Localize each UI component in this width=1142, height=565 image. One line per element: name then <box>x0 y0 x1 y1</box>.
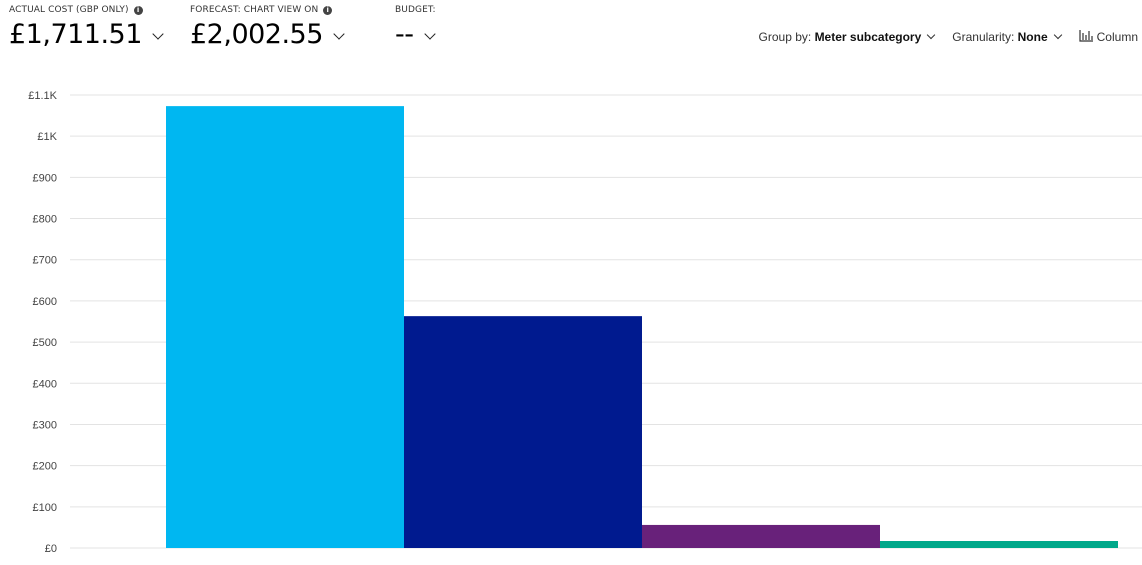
forecast-dropdown[interactable]: £2,002.55 <box>190 19 345 50</box>
chevron-down-icon <box>927 30 936 40</box>
group-by-dropdown[interactable]: Group by: Meter subcategory <box>758 30 936 44</box>
granularity-dropdown[interactable]: Granularity: None <box>952 30 1062 44</box>
y-tick-label: £700 <box>33 255 57 267</box>
y-tick-label: £0 <box>45 543 57 555</box>
budget-kpi: BUDGET: -- <box>395 4 436 50</box>
bar[interactable] <box>404 316 642 548</box>
actual-cost-dropdown[interactable]: £1,711.51 <box>9 19 164 50</box>
chevron-down-icon <box>423 27 436 40</box>
y-tick-label: £600 <box>33 296 57 308</box>
column-chart-icon <box>1079 30 1093 42</box>
y-tick-label: £800 <box>33 214 57 226</box>
budget-label: BUDGET: <box>395 5 436 15</box>
bar[interactable] <box>642 524 880 548</box>
actual-cost-label: ACTUAL COST (GBP ONLY) <box>9 5 129 15</box>
y-tick-label: £100 <box>33 502 57 514</box>
info-icon[interactable]: i <box>323 5 333 15</box>
forecast-kpi: FORECAST: CHART VIEW ON i £2,002.55 <box>190 4 345 50</box>
chevron-down-icon <box>1053 30 1062 40</box>
info-icon[interactable]: i <box>133 5 143 15</box>
chevron-down-icon <box>152 27 164 40</box>
y-tick-label: £500 <box>33 337 57 349</box>
y-tick-label: £1K <box>37 131 57 143</box>
chart-toolbar: Group by: Meter subcategory Granularity:… <box>759 30 1138 44</box>
cost-column-chart: £0 £100 £200 £300 £400 £500 £600 £700 £800 £900 £1… <box>28 90 1142 555</box>
actual-cost-value: £1,711.51 <box>9 19 142 50</box>
budget-value: -- <box>395 19 414 50</box>
bar[interactable] <box>166 106 404 549</box>
y-tick-label: £200 <box>33 461 57 473</box>
group-by-label: Group by: <box>758 30 812 44</box>
chevron-down-icon <box>333 27 345 40</box>
actual-cost-kpi: ACTUAL COST (GBP ONLY) i £1,711.51 <box>9 4 164 50</box>
group-by-value: Meter subcategory <box>814 30 922 44</box>
bar[interactable] <box>880 540 1118 548</box>
forecast-value: £2,002.55 <box>190 19 323 50</box>
granularity-label: Granularity: <box>952 30 1015 44</box>
y-tick-label: £400 <box>33 378 57 390</box>
budget-dropdown[interactable]: -- <box>395 19 436 50</box>
forecast-label: FORECAST: CHART VIEW ON <box>190 5 319 15</box>
granularity-value: None <box>1017 30 1048 44</box>
y-tick-label: £300 <box>33 419 57 431</box>
chart-type-label: Column <box>1096 30 1138 44</box>
y-tick-label: £900 <box>33 172 57 184</box>
y-tick-label: £1.1K <box>28 90 57 102</box>
chart-type-dropdown[interactable]: Column <box>1079 30 1138 44</box>
